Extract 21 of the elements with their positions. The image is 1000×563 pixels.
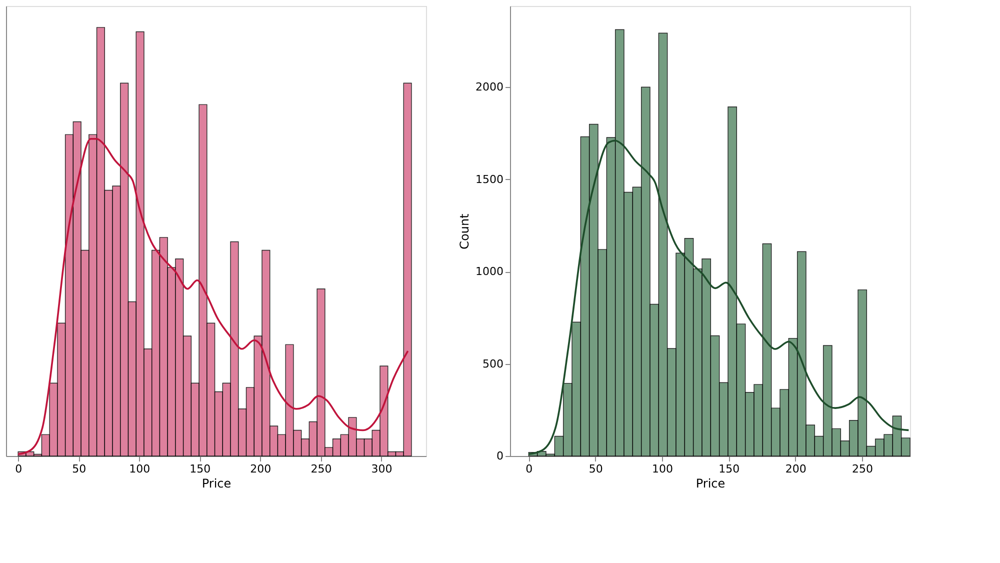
x-tick-label: 50	[588, 462, 603, 476]
x-tick-label: 50	[72, 462, 86, 476]
x-tick-label: 150	[718, 462, 740, 476]
x-tick-label: 100	[129, 462, 150, 476]
y-tick-label: 2000	[476, 80, 504, 94]
x-tick-label: 200	[250, 462, 272, 476]
y-tick-label: 1000	[476, 265, 504, 278]
x-tick-label: 0	[526, 462, 533, 476]
x-axis-title: Price	[202, 476, 232, 490]
x-tick-label: 300	[371, 462, 392, 476]
x-axis-title: Price	[696, 476, 726, 490]
x-tick-label: 250	[310, 462, 332, 476]
x-tick-label: 200	[785, 462, 806, 476]
y-axis-title: Count	[458, 213, 472, 250]
y-tick-label: 0	[496, 450, 504, 462]
x-tick-label: 250	[852, 462, 873, 476]
y-tick-label: 500	[482, 357, 504, 370]
x-tick-label: 0	[15, 462, 22, 476]
x-tick-label: 100	[652, 462, 673, 476]
y-tick-label: 1500	[476, 172, 504, 186]
x-tick-label: 150	[190, 462, 211, 476]
